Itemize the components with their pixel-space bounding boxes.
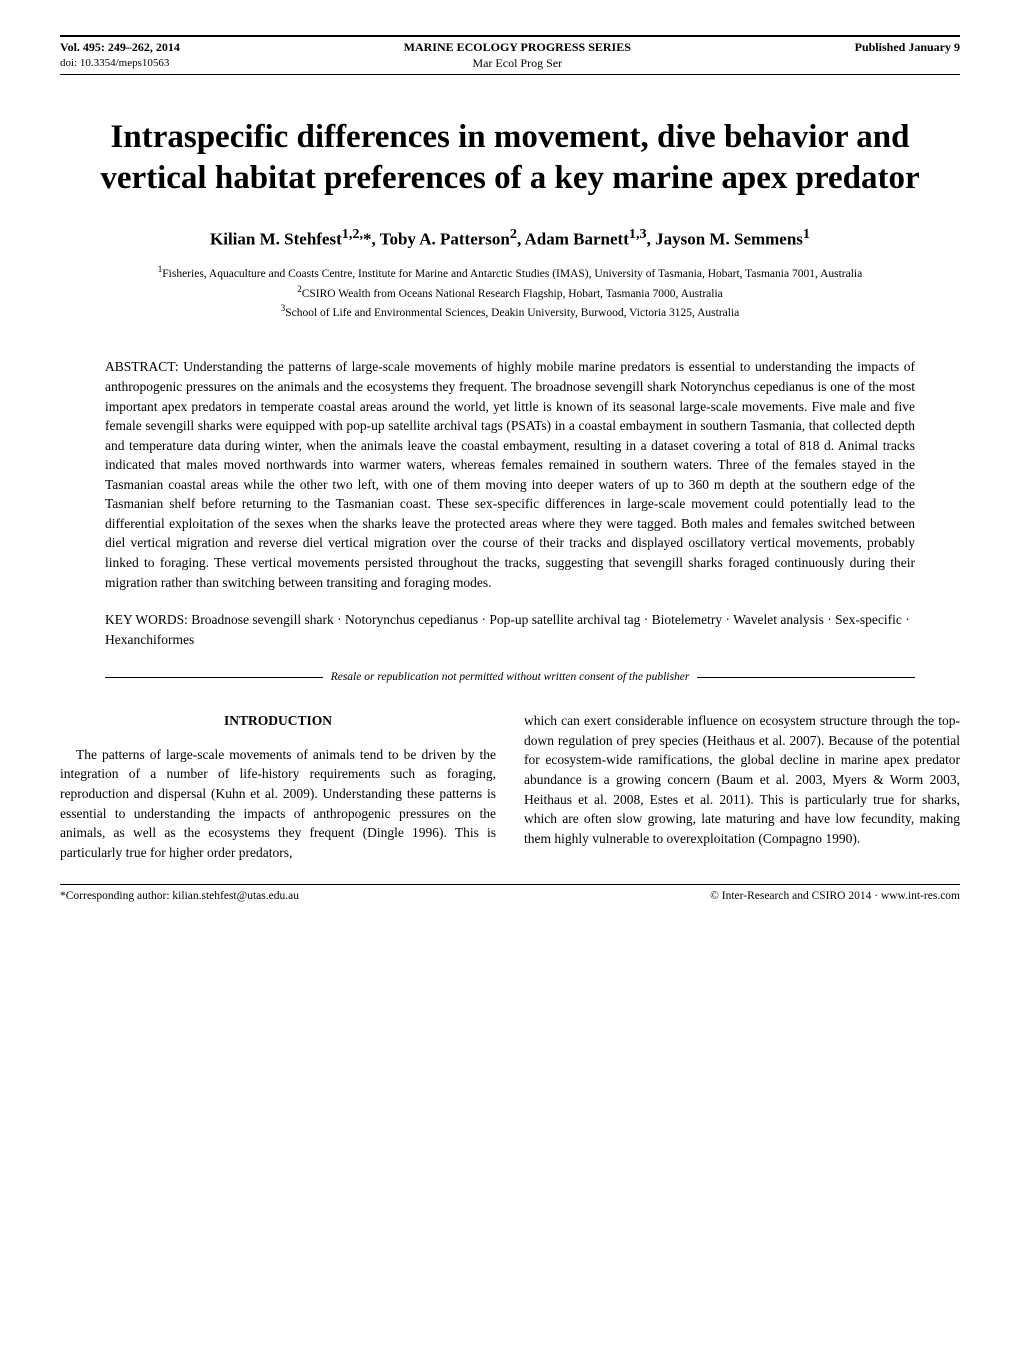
resale-notice: Resale or republication not permitted wi… (105, 671, 915, 683)
keywords-body: Broadnose sevengill shark · Notorynchus … (105, 612, 910, 647)
publication-date: Published January 9 (855, 40, 960, 55)
abstract: ABSTRACT: Understanding the patterns of … (105, 357, 915, 592)
keywords: KEY WORDS: Broadnose sevengill shark · N… (105, 610, 915, 649)
article-title: Intraspecific differences in movement, d… (60, 117, 960, 200)
volume-pages: Vol. 495: 249–262, 2014 (60, 40, 180, 56)
affiliation-2: 2CSIRO Wealth from Oceans National Resea… (60, 283, 960, 302)
intro-paragraph-left: The patterns of large-scale movements of… (60, 745, 496, 862)
page-footer: *Corresponding author: kilian.stehfest@u… (60, 884, 960, 902)
rule-right (697, 677, 915, 678)
affiliation-1: 1Fisheries, Aquaculture and Coasts Centr… (60, 263, 960, 282)
intro-paragraph-right: which can exert considerable influence o… (524, 711, 960, 848)
corresponding-author: *Corresponding author: kilian.stehfest@u… (60, 890, 299, 902)
intro-col-right: which can exert considerable influence o… (524, 711, 960, 862)
abstract-label: ABSTRACT: (105, 359, 183, 374)
intro-col-left: INTRODUCTION The patterns of large-scale… (60, 711, 496, 862)
resale-text: Resale or republication not permitted wi… (323, 671, 698, 683)
header-center-block: MARINE ECOLOGY PROGRESS SERIES Mar Ecol … (404, 40, 631, 71)
intro-columns: INTRODUCTION The patterns of large-scale… (60, 711, 960, 862)
copyright: © Inter-Research and CSIRO 2014 · www.in… (710, 890, 960, 902)
header-left-block: Vol. 495: 249–262, 2014 doi: 10.3354/mep… (60, 40, 180, 70)
doi: doi: 10.3354/meps10563 (60, 56, 180, 70)
series-title: MARINE ECOLOGY PROGRESS SERIES (404, 40, 631, 56)
affiliation-3: 3School of Life and Environmental Scienc… (60, 302, 960, 321)
series-abbrev: Mar Ecol Prog Ser (404, 56, 631, 72)
rule-left (105, 677, 323, 678)
affiliations: 1Fisheries, Aquaculture and Coasts Centr… (60, 263, 960, 321)
abstract-body: Understanding the patterns of large-scal… (105, 359, 915, 589)
keywords-label: KEY WORDS: (105, 612, 191, 627)
journal-header: Vol. 495: 249–262, 2014 doi: 10.3354/mep… (60, 35, 960, 75)
author-list: Kilian M. Stehfest1,2,*, Toby A. Patters… (60, 226, 960, 250)
intro-heading: INTRODUCTION (60, 711, 496, 731)
